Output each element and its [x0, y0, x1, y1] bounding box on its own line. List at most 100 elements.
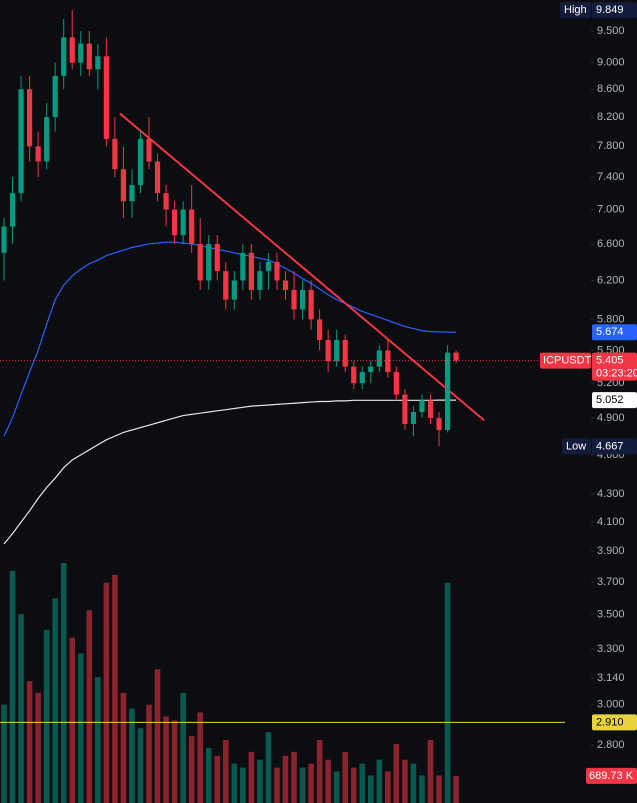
candle-body	[444, 352, 451, 430]
candle-body	[427, 400, 434, 418]
candle-body	[291, 289, 297, 310]
candle-body	[86, 43, 92, 70]
price-label-box	[592, 438, 637, 455]
candle-body	[163, 193, 169, 210]
volume-bar	[274, 767, 280, 803]
volume-bar	[419, 775, 425, 803]
volume-bar	[359, 763, 366, 803]
volume-bar	[282, 755, 289, 803]
candle-body	[9, 193, 16, 227]
candle-body	[299, 289, 306, 310]
candle-body	[112, 138, 118, 170]
volume-bar	[385, 771, 391, 803]
price-label: 4.667	[596, 440, 624, 452]
candle-body	[129, 185, 135, 202]
volume-bar	[52, 598, 58, 803]
volume-bar	[129, 708, 135, 803]
candle-body	[240, 252, 246, 281]
volume-bar	[367, 775, 374, 803]
volume-bar	[171, 720, 178, 803]
candle-body	[189, 209, 195, 244]
volume-bar	[316, 740, 323, 803]
volume-bar	[410, 763, 417, 803]
volume-bar	[248, 751, 255, 803]
candle-body	[368, 366, 374, 373]
candle-body	[26, 89, 33, 147]
y-tick-label: 3.700	[597, 576, 625, 588]
countdown-label: 03:23:20	[596, 368, 637, 380]
y-tick-label: 8.600	[597, 83, 625, 95]
volume-bar	[103, 582, 110, 803]
high-tag-label: High	[564, 4, 587, 16]
volume-bar	[205, 747, 212, 803]
high-tag	[560, 2, 591, 19]
candle-body	[231, 280, 237, 300]
candle-body	[180, 209, 186, 236]
y-tick-label: 9.000	[597, 57, 625, 69]
candle-body	[206, 243, 212, 281]
volume-bar	[222, 740, 229, 803]
volume-bar	[299, 767, 306, 803]
volume-bar	[376, 759, 383, 803]
volume-bar	[163, 716, 169, 803]
y-tick-label: 5.800	[597, 313, 625, 325]
volume-bar	[180, 692, 186, 803]
volume-bar	[257, 759, 263, 803]
candle-body	[223, 271, 229, 300]
volume-label-box	[586, 767, 637, 784]
candle-body	[44, 117, 50, 162]
candle-body	[419, 400, 425, 413]
candle-body	[325, 339, 331, 362]
volume-bar	[9, 570, 16, 803]
volume-bar	[240, 767, 246, 803]
volume-bar	[43, 629, 50, 803]
y-tick-label: 3.000	[597, 699, 625, 711]
volume-bar	[69, 637, 76, 803]
volume-bar	[95, 677, 101, 803]
candle-body	[410, 412, 417, 424]
candle-body	[103, 56, 109, 139]
volume-bar	[393, 743, 400, 803]
candle-body	[18, 89, 24, 194]
y-tick-label: 4.900	[597, 412, 625, 424]
price-label: 5.052	[596, 394, 624, 406]
y-tick-label: 7.000	[597, 203, 625, 215]
low-tag	[562, 438, 591, 455]
price-label-box	[592, 392, 637, 409]
low-tag-label: Low	[566, 440, 586, 452]
hline-label: 2.910	[596, 716, 624, 728]
volume-bar	[265, 732, 272, 803]
volume-bar	[137, 728, 144, 803]
candle-body	[274, 261, 280, 281]
volume-bar	[350, 767, 357, 803]
volume-bar	[154, 669, 161, 803]
volume-bar	[77, 653, 84, 803]
volume-bar	[291, 751, 297, 803]
candle-body	[376, 350, 382, 367]
volume-bar	[231, 763, 238, 803]
candle-body	[137, 138, 144, 186]
candle-body	[436, 417, 442, 430]
last-price-box	[592, 352, 637, 381]
volume-label: 689.73 K	[589, 770, 634, 782]
last-price-label: 5.405	[596, 355, 624, 367]
y-tick-label: 9.500	[597, 25, 625, 37]
volume-bar	[197, 712, 203, 803]
trendline	[119, 112, 485, 422]
volume-bar	[35, 692, 41, 803]
candle-body	[154, 161, 161, 194]
candle-body	[172, 209, 178, 236]
y-tick-label: 3.900	[597, 545, 625, 557]
y-tick-label: 3.500	[597, 608, 625, 620]
volume-bar	[86, 610, 93, 803]
candle-body	[393, 372, 399, 395]
moving-average	[3, 399, 457, 545]
volume-bar	[146, 704, 152, 803]
volume-bar	[342, 751, 348, 803]
volume-bar	[120, 692, 127, 803]
symbol-label: ICPUSDT	[543, 355, 592, 367]
candle-body	[351, 366, 357, 384]
hline-label-box	[592, 714, 637, 731]
candle-body	[257, 271, 263, 290]
